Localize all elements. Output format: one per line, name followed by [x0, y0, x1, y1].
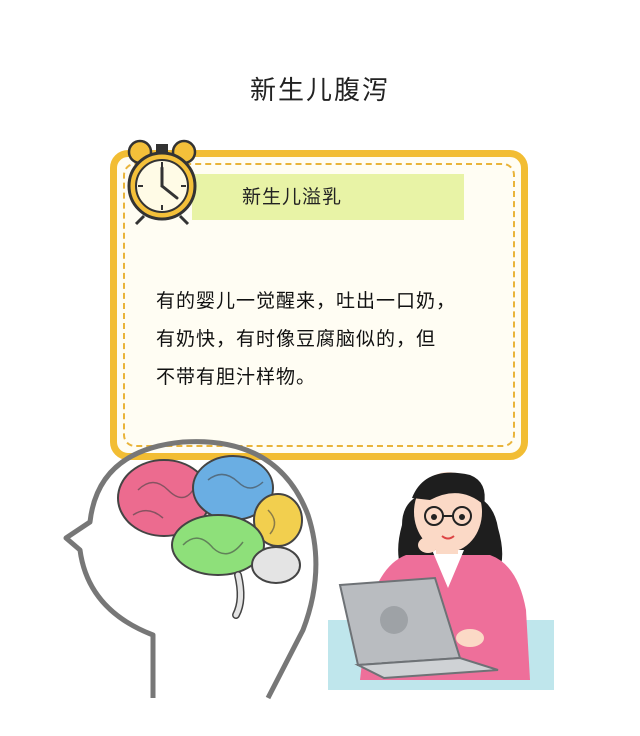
page-title: 新生儿腹泻 [249, 76, 390, 106]
body-line: 有奶快，有时像豆腐脑似的，但 [156, 328, 437, 350]
body-line: 有的婴儿一觉醒来，吐出一口奶， [156, 290, 457, 312]
body-line: 不带有胆汁样物。 [156, 366, 317, 388]
woman-at-laptop-illustration [328, 472, 554, 690]
brain-head-illustration [63, 439, 319, 700]
subtitle-band [192, 174, 464, 220]
card-subtitle: 新生儿溢乳 [241, 186, 342, 208]
alarm-clock-icon [127, 139, 197, 226]
card-dashed-border [123, 163, 515, 447]
card-body-text: 有的婴儿一觉醒来，吐出一口奶， 有奶快，有时像豆腐脑似的，但 不带有胆汁样物。 [156, 282, 506, 396]
